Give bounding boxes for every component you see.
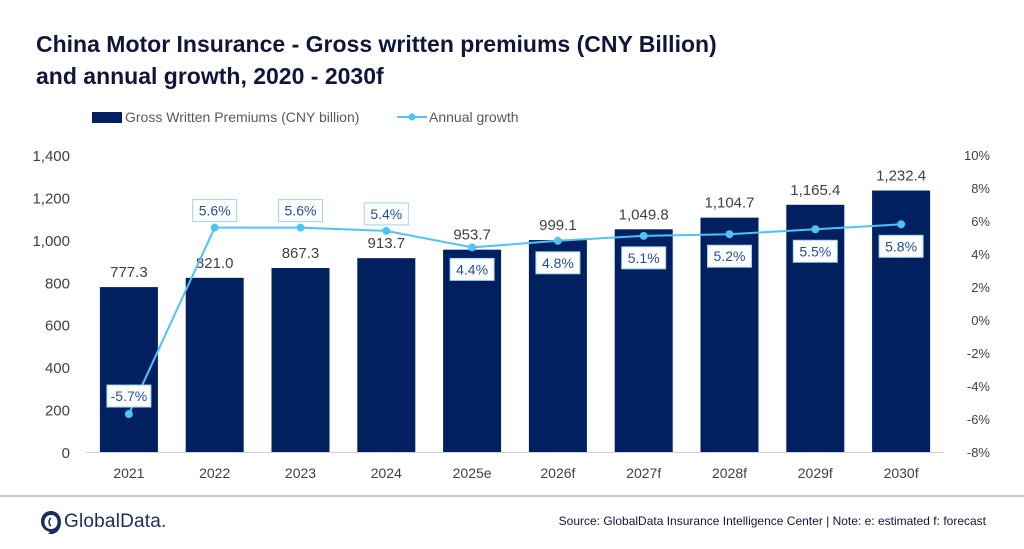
growth-label-box	[278, 199, 323, 223]
x-tick-label: 2029f	[798, 465, 833, 481]
growth-label-box	[106, 384, 152, 408]
growth-value-label: 4.4%	[456, 261, 488, 277]
bar-value-label: 953.7	[453, 227, 491, 244]
y-left-tick-label: 600	[45, 318, 70, 335]
legend-label-gwp: Gross Written Premiums (CNY billion)	[125, 109, 359, 125]
x-tick-label: 2028f	[712, 465, 747, 481]
growth-point-2026f	[553, 236, 562, 245]
y-right-tick-label: -8%	[967, 445, 991, 460]
y-left-tick-label: 1,000	[32, 233, 70, 250]
y-right-tick-label: 6%	[971, 214, 990, 229]
bar-2026f	[528, 240, 587, 452]
growth-label-box	[621, 246, 667, 270]
globaldata-logo: GlobalData.	[38, 509, 167, 535]
chart-title: China Motor Insurance - Gross written pr…	[36, 28, 936, 92]
bar-2025e	[443, 249, 502, 452]
growth-label-box	[878, 234, 924, 258]
growth-label-box	[792, 239, 838, 263]
y-left-tick-label: 200	[45, 403, 70, 420]
y-right-tick-label: 0%	[971, 313, 990, 328]
y-right-tick-label: 2%	[971, 280, 990, 295]
growth-point-2024	[382, 226, 391, 235]
x-tick-label: 2027f	[626, 465, 661, 481]
x-tick-label: 2023	[285, 465, 316, 481]
bar-2024	[357, 258, 416, 452]
growth-point-2022	[210, 223, 219, 232]
growth-value-label: 5.6%	[199, 203, 231, 219]
growth-value-label: -5.7%	[111, 388, 148, 404]
x-tick-label: 2026f	[540, 465, 575, 481]
x-tick-label: 2022	[199, 465, 230, 481]
y-right-tick-label: 10%	[964, 148, 990, 163]
growth-value-label: 5.8%	[885, 238, 917, 254]
growth-point-2030f	[897, 220, 906, 229]
bar-2021	[99, 287, 158, 452]
growth-point-2025e	[468, 243, 477, 252]
growth-value-label: 4.8%	[542, 255, 574, 271]
y-left-tick-label: 0	[62, 445, 70, 462]
growth-point-2027f	[639, 231, 648, 240]
brand-name: GlobalData.	[64, 511, 167, 532]
y-left-tick-label: 1,400	[32, 148, 70, 165]
chart-title-line1: China Motor Insurance - Gross written pr…	[36, 31, 717, 57]
globaldata-logo-icon	[41, 511, 61, 534]
growth-label-box	[449, 257, 495, 281]
y-right-tick-label: -6%	[967, 412, 991, 427]
growth-value-label: 5.6%	[285, 203, 317, 219]
combo-chart: Gross Written Premiums (CNY billion) Annu…	[32, 109, 991, 481]
growth-line	[127, 223, 902, 415]
chart-title-line2: and annual growth, 2020 - 2030f	[36, 63, 384, 89]
x-tick-label: 2025e	[453, 465, 492, 481]
growth-label-box	[363, 202, 409, 226]
y-right-tick-label: 4%	[971, 247, 990, 262]
y-left-tick-label: 400	[45, 360, 70, 377]
growth-point-2021	[124, 410, 133, 419]
bar-value-label: 821.0	[196, 255, 234, 272]
growth-point-2023	[296, 223, 305, 232]
bar-2022	[185, 277, 244, 452]
footer-divider	[0, 495, 1024, 497]
source-note: Source: GlobalData Insurance Intelligenc…	[558, 514, 986, 528]
bar-value-label: 913.7	[368, 235, 406, 252]
bar-value-label: 1,165.4	[790, 182, 840, 199]
growth-value-label: 5.4%	[370, 206, 402, 222]
bar-value-label: 999.1	[539, 217, 577, 234]
growth-value-label: 5.5%	[799, 243, 831, 259]
growth-point-2029f	[811, 225, 820, 234]
y-left-tick-label: 1,200	[32, 190, 70, 207]
bar-value-label: 777.3	[110, 264, 148, 281]
bar-2030f	[872, 190, 931, 452]
x-tick-label: 2030f	[884, 465, 919, 481]
bar-value-label: 1,049.8	[619, 206, 669, 223]
legend-bar-swatch	[92, 112, 122, 123]
bar-value-label: 1,104.7	[704, 195, 754, 212]
growth-label-box	[707, 244, 752, 268]
bar-value-label: 1,232.4	[876, 168, 926, 185]
y-right-tick-label: -4%	[967, 379, 991, 394]
x-tick-label: 2021	[113, 465, 144, 481]
growth-value-label: 5.2%	[714, 248, 746, 264]
bar-2023	[271, 268, 330, 452]
legend-label-growth: Annual growth	[429, 109, 519, 125]
y-right-tick-label: -2%	[967, 346, 991, 361]
y-left-tick-label: 800	[45, 275, 70, 292]
legend-line-marker	[408, 113, 416, 121]
growth-value-label: 5.1%	[628, 250, 660, 266]
growth-point-2028f	[725, 230, 734, 239]
x-tick-label: 2024	[371, 465, 402, 481]
growth-label-box	[192, 199, 238, 223]
y-right-tick-label: 8%	[971, 181, 990, 196]
growth-label-box	[535, 251, 581, 275]
bar-value-label: 867.3	[282, 245, 320, 262]
